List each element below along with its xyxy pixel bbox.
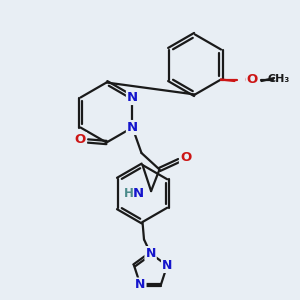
- Text: N: N: [133, 187, 144, 200]
- Text: O: O: [247, 73, 258, 86]
- Text: O: O: [75, 133, 86, 146]
- Text: N: N: [127, 91, 138, 104]
- Text: N: N: [146, 247, 156, 260]
- Text: N: N: [135, 278, 146, 292]
- Text: N: N: [127, 121, 138, 134]
- Text: O: O: [180, 151, 191, 164]
- Text: H: H: [124, 187, 134, 200]
- Text: CH₃: CH₃: [268, 74, 290, 85]
- Text: N: N: [162, 259, 172, 272]
- Text: O: O: [244, 74, 256, 88]
